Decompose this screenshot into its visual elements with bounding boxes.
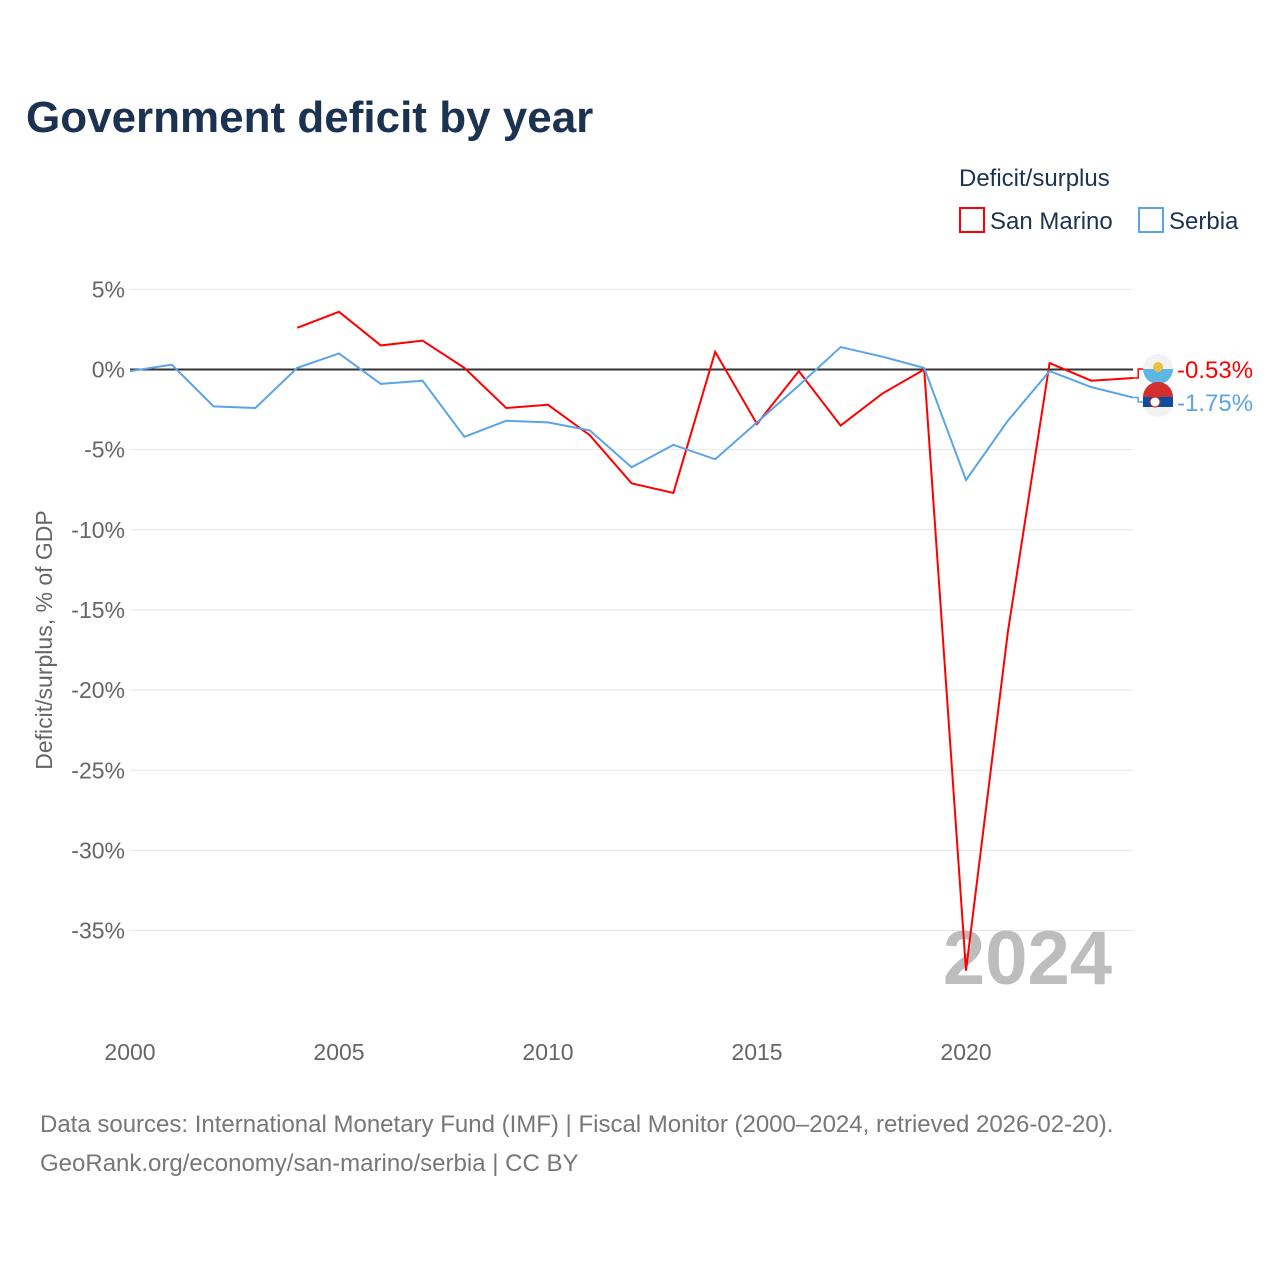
flag-stripe <box>1143 382 1173 397</box>
legend: San Marino Serbia <box>959 207 1239 235</box>
y-tick-label: 0% <box>92 357 125 383</box>
y-tick-label: -10% <box>71 517 125 543</box>
x-tick-label: 2005 <box>313 1039 364 1065</box>
footer-sources: Data sources: International Monetary Fun… <box>40 1111 1113 1138</box>
end-value-label: -1.75% <box>1177 390 1253 417</box>
end-value-label: -0.53% <box>1177 357 1253 384</box>
flag-emblem <box>1149 396 1161 408</box>
legend-swatch[interactable] <box>959 207 985 233</box>
flag-stripe <box>1143 369 1173 384</box>
y-tick-label: -15% <box>71 597 125 623</box>
y-tick-label: -25% <box>71 757 125 783</box>
flag-emblem <box>1153 362 1163 372</box>
y-tick-label: -5% <box>84 437 125 463</box>
series-line-serbia <box>129 345 1134 483</box>
footer-credit: GeoRank.org/economy/san-marino/serbia | … <box>40 1150 578 1177</box>
y-tick-label: -30% <box>71 837 125 863</box>
y-tick-label: -35% <box>71 918 125 944</box>
y-tick-label: 5% <box>92 276 125 302</box>
end-label-connector <box>1133 396 1144 403</box>
end-label-connector <box>1133 368 1144 379</box>
chart-title: Government deficit by year <box>26 93 593 142</box>
legend-label[interactable]: Serbia <box>1169 208 1239 235</box>
y-axis-label: Deficit/surplus, % of GDP <box>31 510 57 769</box>
x-tick-label: 2000 <box>104 1039 155 1065</box>
legend-title: Deficit/surplus <box>959 165 1110 192</box>
series-line-san-marino <box>296 310 1134 971</box>
x-tick-label: 2010 <box>522 1039 573 1065</box>
x-tick-label: 2020 <box>940 1039 991 1065</box>
x-tick-label: 2015 <box>731 1039 782 1065</box>
y-tick-label: -20% <box>71 677 125 703</box>
legend-swatch[interactable] <box>1138 207 1164 233</box>
legend-label[interactable]: San Marino <box>990 208 1113 235</box>
